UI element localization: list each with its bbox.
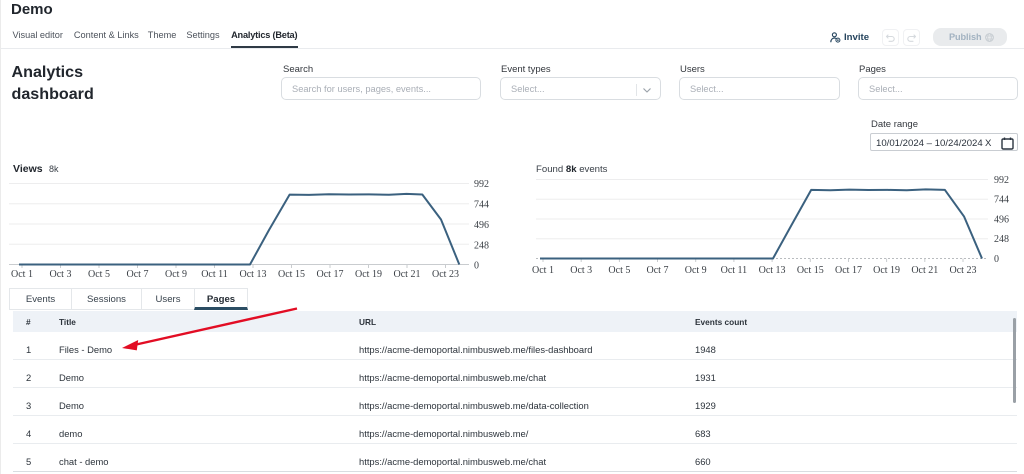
svg-text:Oct 3: Oct 3 <box>570 265 592 276</box>
svg-text:Oct 9: Oct 9 <box>685 265 707 276</box>
svg-text:744: 744 <box>994 195 1009 206</box>
svg-text:Oct 3: Oct 3 <box>50 269 72 280</box>
svg-text:Oct 13: Oct 13 <box>240 269 267 280</box>
svg-text:Oct 17: Oct 17 <box>835 265 862 276</box>
svg-text:0: 0 <box>994 254 999 265</box>
svg-text:248: 248 <box>474 241 489 252</box>
svg-text:Oct 15: Oct 15 <box>797 265 824 276</box>
svg-text:Oct 19: Oct 19 <box>873 265 900 276</box>
svg-text:Oct 17: Oct 17 <box>317 269 344 280</box>
svg-text:Oct 1: Oct 1 <box>11 269 33 280</box>
svg-text:Oct 5: Oct 5 <box>88 269 110 280</box>
svg-text:Oct 23: Oct 23 <box>432 269 459 280</box>
svg-text:248: 248 <box>994 234 1009 245</box>
svg-text:Oct 15: Oct 15 <box>278 269 305 280</box>
svg-text:Oct 7: Oct 7 <box>127 269 149 280</box>
svg-text:496: 496 <box>474 220 489 231</box>
svg-text:496: 496 <box>994 215 1009 226</box>
svg-text:Oct 11: Oct 11 <box>201 269 228 280</box>
svg-text:Oct 13: Oct 13 <box>759 265 786 276</box>
svg-text:Oct 1: Oct 1 <box>532 265 554 276</box>
svg-text:Oct 21: Oct 21 <box>911 265 938 276</box>
svg-text:0: 0 <box>474 261 479 272</box>
svg-text:992: 992 <box>994 175 1009 186</box>
svg-text:Oct 21: Oct 21 <box>394 269 421 280</box>
svg-text:744: 744 <box>474 200 489 211</box>
svg-text:Oct 23: Oct 23 <box>950 265 977 276</box>
svg-text:Oct 5: Oct 5 <box>608 265 630 276</box>
svg-text:992: 992 <box>474 179 489 190</box>
svg-text:Oct 9: Oct 9 <box>165 269 187 280</box>
svg-text:Oct 19: Oct 19 <box>355 269 382 280</box>
svg-text:Oct 7: Oct 7 <box>647 265 669 276</box>
svg-text:Oct 11: Oct 11 <box>721 265 748 276</box>
